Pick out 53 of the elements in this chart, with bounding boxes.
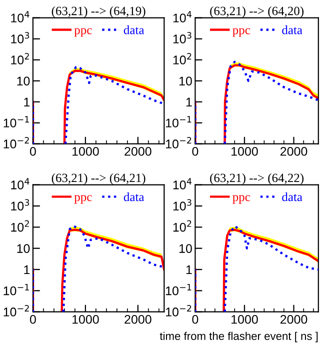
x-tick-label: 0 [30,314,36,324]
text: ppc [232,28,250,37]
y-tick-label: 10$^{4}$ [11,11,30,22]
legend-label: data [124,192,144,202]
text: ppc [232,195,250,204]
y-tick-label: 10$^{−2}$ [166,305,192,316]
x-tick-label: 2000 [124,146,152,156]
chart-title: (63,21) --> (64,22) [210,173,304,185]
y-tick-label: 10$^{3}$ [11,199,30,211]
y-tick-label: 10$^{2}$ [173,220,192,232]
y-tick-label: 10$^{−2}$ [166,137,192,148]
y-tick-label: 1 [24,98,30,106]
chart-title: (63,21) --> (64,21) [52,173,146,185]
x-tick-label: 2000 [280,146,308,156]
y-tick-label: 1 [186,98,192,106]
y-tick-label: 1 [186,265,192,274]
y-tick-label: 10$^{2}$ [11,220,29,232]
y-tick-label: 10$^{−1}$ [4,116,29,128]
legend-label: data [124,25,144,34]
y-tick-label: 10$^{−1}$ [166,284,192,296]
y-tick-label: 10$^{2}$ [11,53,29,64]
y-tick-label: 10$^{−2}$ [4,305,29,316]
y-tick-label: 10$^{4}$ [173,178,192,190]
x-axis-title: time from the flasher event [ ns ] [160,332,318,342]
x-tick-label: 2000 [124,314,152,324]
y-tick-label: 10$^{4}$ [11,178,30,190]
x-tick-label: 2000 [280,314,308,324]
y-tick-label: 10$^{2}$ [173,53,192,64]
x-tick-label: 1000 [72,314,99,324]
y-tick-label: 10$^{−1}$ [166,116,192,128]
x-tick-label: 0 [30,146,36,156]
legend-label: ppc [74,195,92,204]
x-tick-label: 1000 [232,314,258,324]
y-tick-label: 10$^{4}$ [173,11,192,22]
x-tick-label: 0 [192,314,198,324]
y-tick-label: 10$^{3}$ [173,199,192,211]
x-tick-label: 1000 [72,146,99,156]
chart-title: (63,21) --> (64,19) [52,6,146,18]
y-tick-label: 10 [179,76,192,86]
y-tick-label: 10$^{3}$ [173,32,192,44]
legend-label: ppc [74,28,92,37]
y-tick-label: 1 [24,265,30,274]
y-tick-label: 10$^{3}$ [11,32,30,44]
y-tick-label: 10$^{−2}$ [4,137,29,148]
x-tick-label: 0 [192,146,198,156]
y-tick-label: 10 [179,244,192,253]
y-tick-label: 10 [17,76,30,86]
legend-label: data [282,192,302,202]
legend-label: data [282,25,302,34]
y-tick-label: 10$^{−1}$ [4,284,29,296]
x-tick-label: 1000 [232,146,258,156]
y-tick-label: 10 [17,244,30,253]
chart-title: (63,21) --> (64,20) [210,6,304,18]
